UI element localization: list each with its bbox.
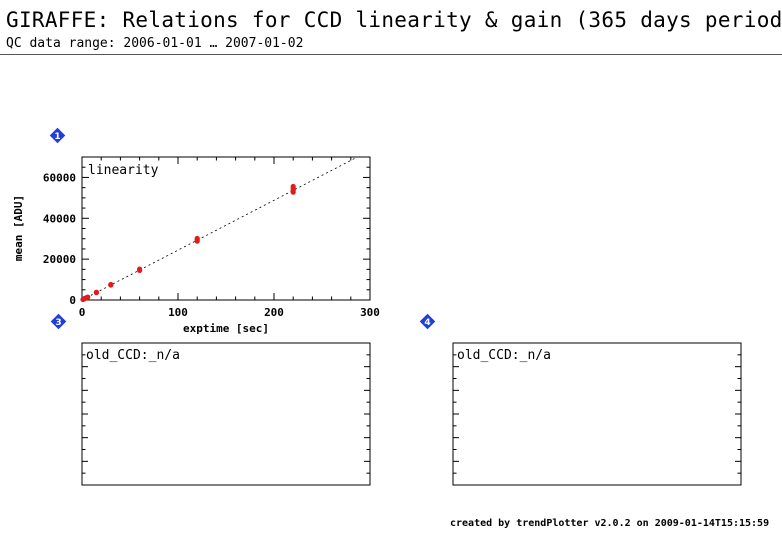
data-point bbox=[85, 294, 91, 300]
y-tick-label: 20000 bbox=[43, 253, 76, 266]
y-axis-label: mean [ADU] bbox=[12, 195, 25, 261]
badge-number: 3 bbox=[55, 318, 61, 328]
data-point bbox=[137, 266, 143, 272]
panel-label: old_CCD:_n/a bbox=[457, 348, 551, 363]
x-tick-label: 200 bbox=[264, 306, 284, 319]
header-divider bbox=[0, 54, 782, 55]
linearity-chart: 0 100 200 300 0 20000 40000 60000 linearity exp… bbox=[12, 156, 380, 335]
data-point bbox=[194, 235, 200, 242]
badge-number: 1 bbox=[54, 132, 60, 142]
y-tick-label: 60000 bbox=[43, 171, 76, 184]
footer-credit: created by trendPlotter v2.0.2 on 2009-0… bbox=[450, 518, 770, 529]
plot-frame bbox=[452, 342, 742, 486]
qc-data-range: QC data range: 2006-01-01 … 2007-01-02 bbox=[6, 36, 304, 51]
panel-label: linearity bbox=[88, 163, 159, 178]
plot-frame bbox=[81, 342, 371, 486]
panel-badge-3: 3 bbox=[50, 313, 67, 330]
panel-4-chart: old_CCD:_n/a bbox=[452, 342, 742, 486]
data-point bbox=[108, 281, 114, 288]
y-tick-label: 0 bbox=[69, 294, 76, 307]
y-tick-label: 40000 bbox=[43, 212, 76, 225]
badge-number: 4 bbox=[424, 318, 430, 328]
panel-badge-4: 4 bbox=[419, 313, 436, 330]
x-tick-label: 300 bbox=[360, 306, 380, 319]
fit-line bbox=[81, 156, 358, 301]
panel-3-chart: old_CCD:_n/a bbox=[81, 342, 371, 486]
x-tick-label: 0 bbox=[79, 306, 86, 319]
page-title: GIRAFFE: Relations for CCD linearity & g… bbox=[6, 8, 782, 32]
x-axis-label: exptime [sec] bbox=[183, 322, 269, 335]
plot-frame bbox=[81, 156, 371, 301]
x-tick-label: 100 bbox=[168, 306, 188, 319]
data-point bbox=[93, 289, 99, 295]
data-point bbox=[290, 183, 296, 190]
panel-badge-1: 1 bbox=[49, 127, 66, 144]
panel-label: old_CCD:_n/a bbox=[86, 348, 180, 363]
